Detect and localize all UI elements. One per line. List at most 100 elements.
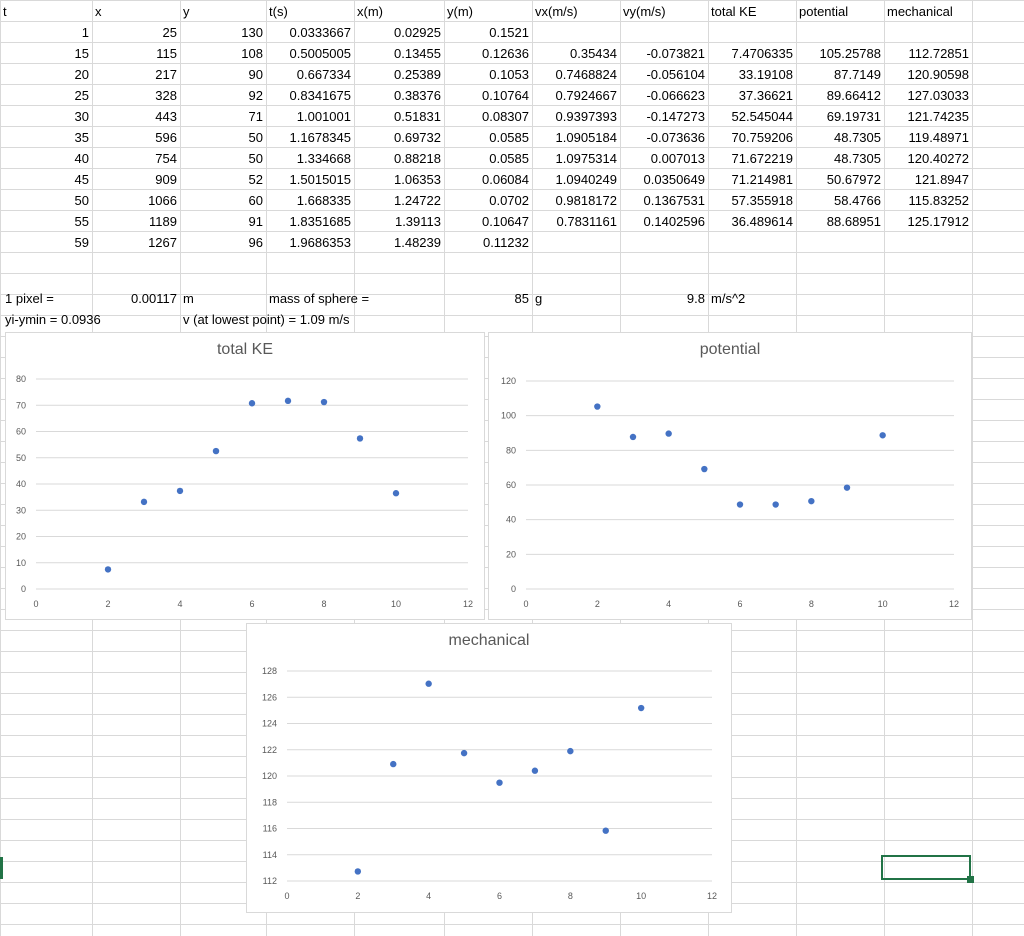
pixel-unit[interactable]: m [183, 291, 194, 306]
table-cell[interactable]: 1.9686353 [289, 235, 351, 250]
table-cell[interactable]: 92 [248, 88, 263, 103]
header-xm[interactable]: x(m) [357, 4, 383, 19]
table-cell[interactable]: 59 [74, 235, 89, 250]
table-cell[interactable]: 1267 [148, 235, 177, 250]
table-cell[interactable]: 1.0940249 [555, 172, 617, 187]
table-cell[interactable] [884, 22, 972, 43]
table-cell[interactable] [620, 22, 708, 43]
table-cell[interactable]: 0.51831 [394, 109, 441, 124]
header-vx[interactable]: vx(m/s) [535, 4, 578, 19]
header-potential[interactable]: potential [799, 4, 849, 19]
table-cell[interactable]: 1.8351685 [289, 214, 351, 229]
table-cell[interactable] [796, 232, 884, 253]
table-cell[interactable]: 30 [74, 109, 89, 124]
table-cell[interactable]: 20 [74, 67, 89, 82]
table-cell[interactable]: 0.25389 [394, 67, 441, 82]
table-cell[interactable]: 0.0350649 [643, 172, 705, 187]
table-cell[interactable]: 0.11232 [482, 235, 529, 250]
table-cell[interactable]: 1.1678345 [289, 130, 351, 145]
table-cell[interactable]: 0.007013 [650, 151, 705, 166]
table-cell[interactable] [708, 22, 796, 43]
table-cell[interactable]: 0.13455 [394, 46, 441, 61]
table-cell[interactable]: 58.4766 [834, 193, 881, 208]
table-cell[interactable]: 0.0585 [489, 151, 529, 166]
table-cell[interactable]: 328 [155, 88, 177, 103]
table-cell[interactable]: 1.668335 [296, 193, 351, 208]
table-cell[interactable]: 112.72851 [908, 46, 970, 61]
table-cell[interactable]: 48.7305 [834, 130, 881, 145]
table-cell[interactable]: 35 [74, 130, 89, 145]
table-cell[interactable]: 125.17912 [907, 214, 969, 229]
pixel-value[interactable]: 0.00117 [130, 291, 177, 306]
table-cell[interactable]: 1.0975314 [555, 151, 617, 166]
table-cell[interactable]: 96 [248, 235, 263, 250]
table-cell[interactable]: 0.7924667 [555, 88, 617, 103]
table-cell[interactable]: 25 [162, 25, 177, 40]
table-cell[interactable]: 37.36621 [738, 88, 793, 103]
table-cell[interactable]: 25 [74, 88, 89, 103]
table-cell[interactable]: 0.35434 [570, 46, 617, 61]
table-cell[interactable]: 115 [156, 46, 177, 61]
table-cell[interactable]: 50 [248, 151, 263, 166]
table-cell[interactable] [884, 232, 972, 253]
table-cell[interactable] [620, 232, 708, 253]
table-cell[interactable] [532, 232, 620, 253]
table-cell[interactable]: 0.9397393 [555, 109, 617, 124]
table-cell[interactable]: 1.24722 [394, 193, 441, 208]
table-cell[interactable]: 0.12636 [482, 46, 529, 61]
table-cell[interactable]: 91 [248, 214, 263, 229]
table-cell[interactable]: -0.073636 [646, 130, 705, 145]
table-cell[interactable]: 1.39113 [394, 214, 441, 229]
table-cell[interactable]: 88.68951 [826, 214, 881, 229]
table-cell[interactable]: 52.545044 [731, 109, 793, 124]
table-cell[interactable] [796, 22, 884, 43]
table-cell[interactable]: 0.10647 [482, 214, 529, 229]
table-cell[interactable]: -0.147273 [646, 109, 705, 124]
table-cell[interactable]: 108 [241, 46, 263, 61]
table-cell[interactable]: 1 [81, 25, 89, 40]
table-cell[interactable]: 0.1053 [489, 67, 529, 82]
table-cell[interactable]: 48.7305 [834, 151, 881, 166]
table-cell[interactable]: 50 [74, 193, 89, 208]
header-mechanical[interactable]: mechanical [887, 4, 953, 19]
table-cell[interactable]: 33.19108 [738, 67, 793, 82]
table-cell[interactable]: 0.1402596 [643, 214, 705, 229]
table-cell[interactable]: -0.066623 [646, 88, 705, 103]
table-cell[interactable]: 1.06353 [394, 172, 441, 187]
table-cell[interactable]: 55 [74, 214, 89, 229]
table-cell[interactable]: 1.48239 [394, 235, 441, 250]
table-cell[interactable]: 15 [74, 46, 89, 61]
table-cell[interactable]: 120.90598 [907, 67, 969, 82]
table-cell[interactable]: 69.19731 [826, 109, 881, 124]
table-cell[interactable]: -0.073821 [646, 46, 705, 61]
table-cell[interactable]: 36.489614 [731, 214, 793, 229]
table-cell[interactable]: 0.7468824 [555, 67, 617, 82]
g-value[interactable]: 9.8 [686, 291, 705, 306]
table-cell[interactable] [532, 22, 620, 43]
potential-chart[interactable]: potential 0 20 40 60 80 100 120 0 2 4 6 8 10 12 [488, 332, 972, 620]
mass-value[interactable]: 85 [514, 291, 529, 306]
table-cell[interactable]: 130 [241, 25, 263, 40]
table-cell[interactable]: 0.38376 [394, 88, 441, 103]
header-x[interactable]: x [95, 4, 102, 19]
table-cell[interactable]: 70.759206 [731, 130, 793, 145]
table-cell[interactable]: 45 [74, 172, 89, 187]
table-cell[interactable]: 0.1367531 [643, 193, 705, 208]
header-vy[interactable]: vy(m/s) [623, 4, 666, 19]
table-cell[interactable]: 40 [74, 151, 89, 166]
table-cell[interactable]: 0.69732 [394, 130, 441, 145]
table-cell[interactable]: 1.334668 [296, 151, 351, 166]
table-cell[interactable]: 57.355918 [731, 193, 793, 208]
fill-handle[interactable] [967, 876, 974, 883]
table-cell[interactable]: 50.67972 [826, 172, 881, 187]
table-cell[interactable]: 50 [248, 130, 263, 145]
table-cell[interactable]: 0.10764 [482, 88, 529, 103]
table-cell[interactable]: 1066 [148, 193, 177, 208]
table-cell[interactable]: 443 [155, 109, 177, 124]
table-cell[interactable]: 1189 [149, 214, 177, 229]
table-cell[interactable]: 87.7149 [834, 67, 881, 82]
header-ts[interactable]: t(s) [269, 4, 288, 19]
total-ke-chart[interactable]: total KE 0 10 20 30 40 50 60 70 80 0 2 4 6 8 10 12 [5, 332, 485, 620]
table-cell[interactable]: 52 [248, 172, 263, 187]
mechanical-chart[interactable]: mechanical 112 114 116 118 120 122 124 126 128 0 2… [246, 623, 732, 913]
